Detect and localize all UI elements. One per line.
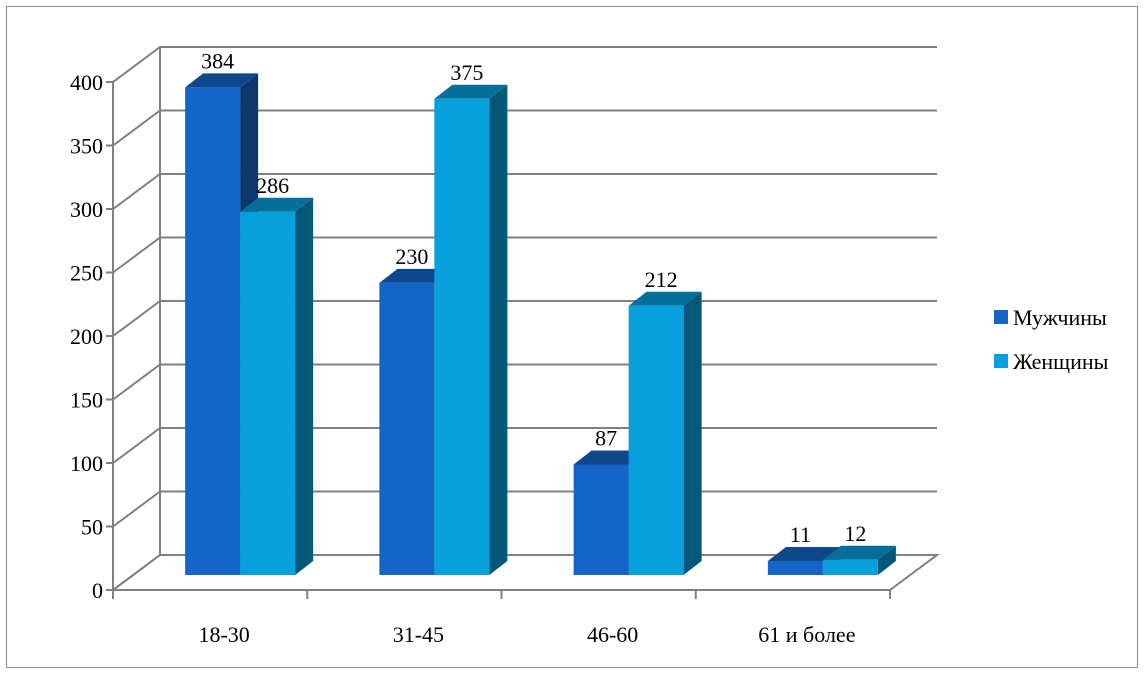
x-tick-label: 61 и более (758, 622, 855, 647)
bar-top (822, 545, 896, 560)
bar-front (379, 282, 435, 575)
bar (240, 197, 314, 575)
legend-label: Мужчины (1013, 305, 1107, 330)
x-tick-label: 46-60 (587, 622, 638, 647)
data-label: 12 (844, 521, 866, 546)
bar-front (240, 211, 296, 575)
x-tick-label: 31-45 (393, 622, 444, 647)
gridline (112, 173, 937, 210)
bar-top (767, 547, 841, 562)
legend-label: Женщины (1013, 349, 1109, 374)
bar-top (434, 84, 508, 99)
legend: Мужчины Женщины (994, 305, 1109, 374)
data-label: 384 (201, 48, 234, 73)
gridline (112, 236, 937, 274)
gridline (112, 109, 937, 147)
legend-swatch (994, 354, 1008, 368)
data-label: 230 (395, 244, 428, 269)
x-tick-label: 18-30 (198, 622, 249, 647)
y-tick-label: 400 (70, 70, 103, 95)
bar-side (489, 84, 508, 575)
data-label: 375 (450, 60, 483, 85)
data-label: 11 (790, 522, 811, 547)
bar-front (822, 559, 878, 575)
bar-top (379, 268, 453, 283)
y-tick-label: 250 (70, 261, 103, 286)
legend-swatch (994, 310, 1008, 324)
y-tick-label: 300 (70, 197, 103, 222)
bar-side (877, 545, 896, 575)
bar-front (767, 561, 823, 575)
y-tick-label: 50 (81, 515, 103, 540)
bar-top (628, 291, 702, 306)
y-tick-label: 100 (70, 451, 103, 476)
y-tick-label: 150 (70, 388, 103, 413)
bar-front (434, 98, 490, 575)
data-label: 87 (595, 426, 617, 451)
y-tick-label: 0 (92, 578, 103, 603)
bar (822, 545, 896, 575)
bar-front (573, 464, 629, 575)
y-tick-label: 200 (70, 324, 103, 349)
bar-side (683, 291, 702, 575)
bar-top (573, 450, 647, 465)
bar (434, 84, 508, 575)
bar-front (185, 87, 241, 575)
data-label: 286 (256, 173, 289, 198)
data-label: 212 (645, 267, 678, 292)
bar (628, 291, 702, 575)
y-tick-label: 350 (70, 134, 103, 159)
data-labels: 384 286 230 375 87 212 11 12 (201, 48, 866, 547)
bar-top (185, 73, 259, 88)
bar-front (628, 305, 684, 575)
gridline (112, 46, 937, 83)
bar-top (240, 197, 314, 212)
axes: 0 50 100 150 200 250 300 350 400 18-30 31-45 46-60 6… (70, 70, 891, 647)
bar-side (295, 197, 314, 575)
bars (185, 73, 896, 575)
